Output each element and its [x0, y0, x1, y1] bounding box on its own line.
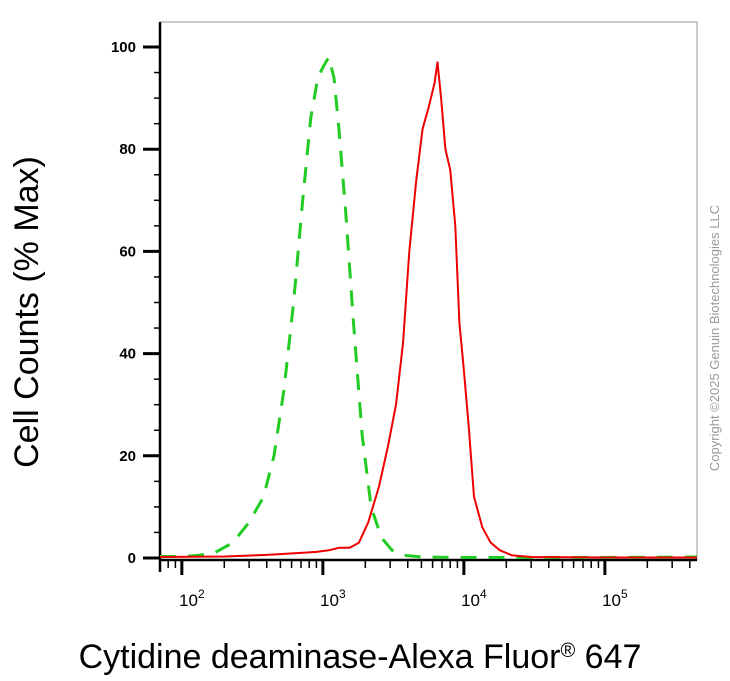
- x-axis-label-suffix: 647: [575, 638, 641, 676]
- series-layer: [159, 55, 698, 559]
- x-axis-label-main: Cytidine deaminase-Alexa Fluor: [79, 638, 561, 676]
- x-tick-exponent: 3: [339, 587, 346, 601]
- y-tick-label: 80: [119, 141, 136, 158]
- x-tick-label: 102: [179, 587, 205, 610]
- x-tick-base: 10: [602, 591, 621, 610]
- y-tick-label: 0: [128, 550, 136, 567]
- control-histogram-line: [160, 55, 698, 559]
- x-tick-base: 10: [320, 591, 339, 610]
- y-tick-label: 20: [119, 448, 136, 465]
- x-tick-base: 10: [461, 591, 480, 610]
- x-tick-label: 105: [602, 587, 628, 610]
- y-axis-label: Cell Counts (% Max): [8, 156, 46, 468]
- x-tick-label: 103: [320, 587, 346, 610]
- copyright-notice: Copyright ©2025 Genuin Biotechnologies L…: [707, 205, 722, 471]
- y-axis: 0 20 40 60 80 100: [111, 22, 162, 572]
- y-tick-label: 60: [119, 243, 136, 260]
- x-tick-exponent: 2: [198, 587, 205, 601]
- x-tick-exponent: 4: [480, 587, 487, 601]
- x-tick-label: 104: [461, 587, 487, 610]
- x-axis-label: Cytidine deaminase-Alexa Fluor® 647: [79, 638, 642, 676]
- sample-histogram-line: [159, 61, 697, 559]
- x-axis: 102 103 104 105: [159, 558, 697, 610]
- plot-frame: [159, 21, 698, 561]
- y-tick-label: 40: [119, 346, 136, 363]
- y-tick-label: 100: [111, 39, 136, 56]
- x-tick-base: 10: [179, 591, 198, 610]
- x-tick-exponent: 5: [621, 587, 628, 601]
- x-axis-label-registered-mark: ®: [560, 640, 575, 662]
